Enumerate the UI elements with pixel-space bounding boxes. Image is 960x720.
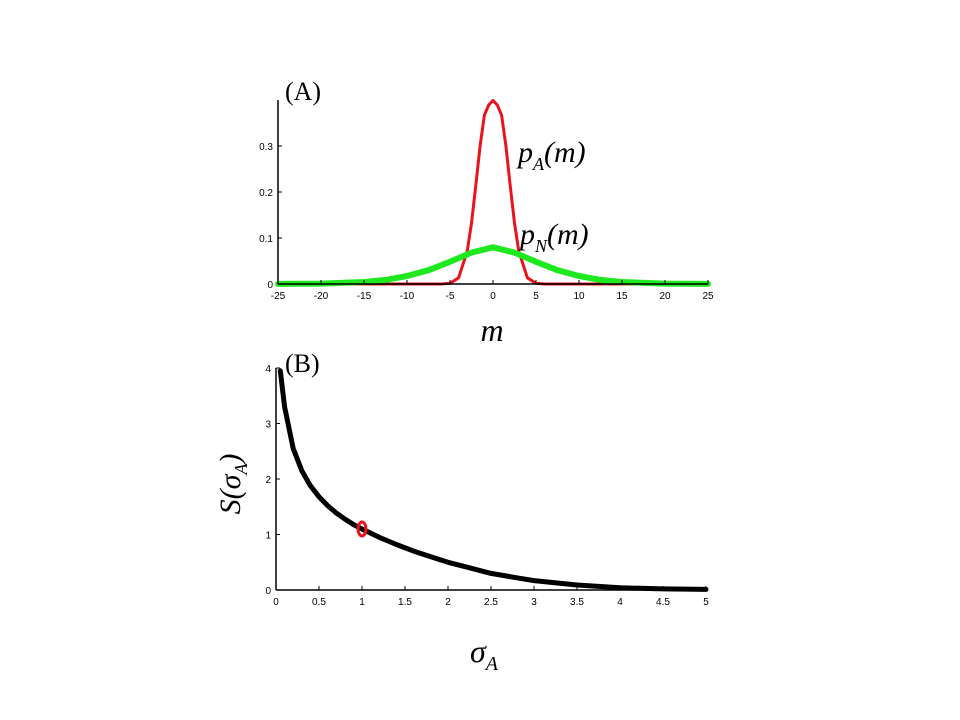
panel-b-x-tick-label: 1.5	[398, 597, 412, 608]
panel-b-y-tick-label: 0	[265, 586, 271, 597]
panel-b-x-tick-label: 3	[531, 597, 537, 608]
panel-a-x-tick-label: -5	[446, 291, 455, 302]
panel-b-y-tick-label: 4	[265, 364, 271, 375]
panel-a-x-tick-label: -20	[314, 291, 329, 302]
panel-b-x-tick-label: 0	[273, 597, 279, 608]
panel-b-ticks: 0 0.5 1 1.5 2 2.5 3 3.5 4 4.5 5 0 1 2 3 4	[265, 364, 709, 608]
panel-b-x-label-main: σ	[470, 633, 487, 669]
panel-a-ticks: -25 -20 -15 -10 -5 0 5 10 15 20 25 0 0.1 0.2 0.3	[259, 142, 714, 302]
panel-b-highlight-marker	[356, 520, 368, 538]
panel-a: (A) -25 -20 -15 -10 -5 0 5 10 15 20 25 0 0.1 0.2 0.3 m…	[259, 77, 714, 348]
legend-pa-sub: A	[532, 154, 545, 174]
panel-a-x-tick-label: 5	[533, 291, 539, 302]
panel-a-y-tick-label: 0.2	[259, 188, 273, 199]
panel-b-x-tick-label: 0.5	[312, 597, 326, 608]
legend-pn-main: p	[518, 218, 535, 251]
panel-b-x-tick-label: 2.5	[484, 597, 498, 608]
panel-b-y-label: S(σA)	[214, 454, 251, 515]
panel-b-y-tick-label: 3	[265, 420, 271, 431]
panel-a-label: (A)	[285, 77, 321, 106]
panel-a-series-0-line	[276, 99, 710, 286]
panel-a-y-tick-label: 0.1	[259, 234, 273, 245]
panel-a-x-tick-label: -15	[357, 291, 372, 302]
panel-b-x-label: σA	[470, 633, 499, 675]
legend-pa-main: p	[516, 136, 533, 169]
panel-a-series-1-line	[275, 244, 711, 287]
panel-b-y-tick-label: 2	[265, 475, 271, 486]
panel-b-x-tick-label: 5	[703, 597, 709, 608]
panel-a-x-tick-label: 25	[702, 291, 714, 302]
panel-b-y-label-sub: A	[231, 463, 251, 476]
panel-a-y-tick-label: 0	[267, 280, 273, 291]
panel-b-label: (B)	[285, 349, 320, 378]
panel-b-y-label-tail: )	[214, 454, 247, 466]
legend-pn-sub: N	[534, 236, 548, 256]
panel-b-x-tick-label: 1	[359, 597, 365, 608]
panel-a-x-tick-label: 0	[490, 291, 496, 302]
legend-pa: pA(m)	[516, 136, 586, 174]
panel-b-x-label-sub: A	[484, 653, 499, 675]
panel-b-x-tick-label: 3.5	[570, 597, 584, 608]
panel-a-x-tick-label: -25	[271, 291, 286, 302]
legend-pa-tail: (m)	[544, 136, 586, 169]
panel-a-x-tick-label: 20	[659, 291, 671, 302]
panel-a-x-tick-label: -10	[400, 291, 415, 302]
panel-a-x-tick-label: 10	[573, 291, 585, 302]
panel-b-x-tick-label: 4	[617, 597, 623, 608]
panel-a-curves	[275, 99, 711, 287]
legend-pn-tail: (m)	[547, 218, 589, 251]
panel-b-curves	[277, 368, 709, 592]
panel-b-y-tick-label: 1	[265, 531, 271, 542]
legend-pn: pN(m)	[518, 218, 589, 256]
panel-a-x-tick-label: 15	[616, 291, 628, 302]
panel-b-x-tick-label: 2	[445, 597, 451, 608]
panel-a-y-tick-label: 0.3	[259, 142, 273, 153]
panel-b-series-0-line	[277, 368, 709, 592]
panel-b-y-label-main: S(σ	[214, 473, 247, 514]
panel-b-x-tick-label: 4.5	[656, 597, 670, 608]
panel-a-x-label: m	[480, 312, 503, 348]
